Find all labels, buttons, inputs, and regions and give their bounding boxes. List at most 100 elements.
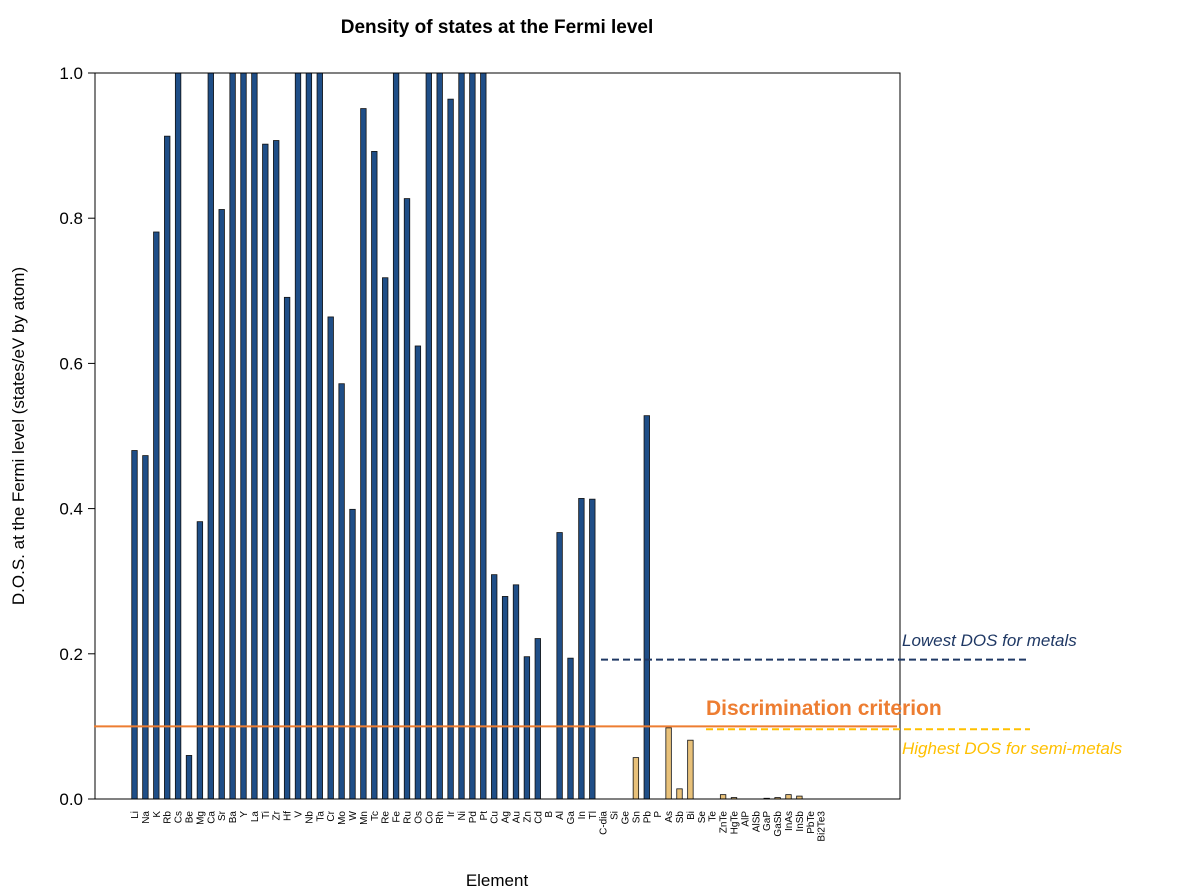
bar-mg — [196, 521, 204, 800]
bar-os — [414, 345, 422, 800]
x-tick-label: Ta — [315, 811, 326, 822]
bar-sn — [632, 757, 640, 800]
x-tick-label: GaP — [762, 811, 773, 831]
x-tick-label: Zr — [272, 810, 283, 820]
bar-la — [251, 72, 258, 800]
bar-fe — [392, 72, 400, 800]
discrimination-criterion-label: Discrimination criterion — [706, 697, 942, 720]
bar-na — [142, 455, 149, 800]
bar-cu — [491, 574, 498, 800]
bar-bi — [687, 739, 694, 800]
bars — [131, 72, 803, 800]
x-tick-label: InSb — [795, 811, 806, 832]
bar-hf — [283, 296, 291, 800]
bar-v — [294, 72, 302, 800]
x-tick-label: W — [348, 810, 359, 820]
x-tick-label: Sn — [631, 811, 642, 823]
x-tick-label: Sr — [217, 810, 228, 821]
y-tick-label: 0.0 — [59, 790, 83, 809]
x-tick-label: Ru — [403, 811, 414, 824]
chart-title: Density of states at the Fermi level — [341, 17, 654, 38]
x-tick-label: Mg — [195, 811, 206, 825]
bar-ru — [403, 198, 411, 800]
x-tick-label: Rh — [435, 811, 446, 824]
plot-frame — [94, 72, 901, 800]
x-tick-label: Se — [697, 811, 708, 824]
annotations: Lowest DOS for metals Discrimination crit… — [94, 631, 1123, 758]
x-tick-label: Ni — [457, 811, 468, 820]
x-tick-label: AlSb — [751, 811, 762, 833]
bar-ti — [262, 143, 269, 800]
x-tick-label: Ir — [446, 810, 457, 817]
x-tick-label: Re — [381, 811, 392, 824]
x-tick-label: Fe — [392, 811, 403, 823]
x-tick-label: Tc — [370, 811, 381, 821]
x-tick-label: Li — [130, 811, 141, 819]
x-tick-label: AlP — [740, 811, 751, 827]
bar-ir — [447, 98, 454, 800]
y-tick-label: 0.6 — [59, 354, 83, 373]
x-tick-label: Bi — [686, 811, 697, 820]
x-tick-label: In — [577, 811, 588, 819]
bar-cd — [534, 638, 541, 800]
x-tick-label: Nb — [304, 811, 315, 824]
bar-pb — [643, 415, 650, 800]
x-tick-label: Pb — [642, 811, 653, 824]
bar-as — [665, 727, 672, 800]
bar-sr — [218, 209, 225, 800]
bar-inas — [785, 794, 792, 800]
bar-zn — [523, 656, 531, 800]
x-tick-label: Be — [185, 811, 196, 824]
x-tick-label: Si — [610, 811, 621, 820]
bar-rb — [164, 135, 171, 800]
bar-zr — [273, 140, 280, 800]
bar-y — [240, 72, 247, 800]
x-tick-label: PbTe — [806, 811, 817, 834]
x-tick-label: Bi2Te3 — [817, 811, 828, 842]
bar-k — [153, 231, 160, 800]
x-tick-label: HgTe — [730, 811, 741, 835]
bar-ca — [207, 72, 214, 800]
x-tick-label: Pd — [468, 811, 479, 823]
bar-sb — [676, 788, 683, 800]
highest-semimetals-label: Highest DOS for semi-metals — [902, 739, 1123, 758]
x-tick-label: La — [250, 811, 261, 823]
y-tick-label: 0.2 — [59, 645, 83, 664]
bar-li — [131, 450, 138, 800]
y-tick-label: 0.8 — [59, 209, 83, 228]
bar-ta — [316, 72, 323, 800]
x-tick-label: Mo — [337, 811, 348, 825]
x-tick-label: Co — [424, 811, 435, 824]
x-tick-label: Cd — [533, 811, 544, 824]
y-tick-label: 1.0 — [59, 64, 83, 83]
x-tick-label: Os — [413, 811, 424, 824]
bar-w — [349, 508, 356, 800]
bar-mn — [360, 108, 367, 800]
x-tick-label: As — [664, 811, 675, 823]
bar-znte — [719, 794, 727, 800]
x-tick-label: InAs — [784, 811, 795, 831]
bar-au — [512, 584, 520, 800]
x-tick-label: Y — [239, 811, 250, 818]
bar-rh — [436, 72, 443, 800]
bar-pt — [480, 72, 487, 800]
x-tick-label: Sb — [675, 811, 686, 824]
bar-tc — [371, 151, 378, 800]
x-tick-label: Ti — [261, 811, 272, 819]
x-axis: Li Na K Rb Cs Be Mg Ca Sr Ba Y La Ti Zr Hf V Nb Ta Cr Mo W Mn… — [130, 810, 828, 841]
bar-ba — [229, 72, 236, 800]
bar-pd — [469, 72, 476, 800]
x-tick-label: Ag — [501, 811, 512, 823]
x-tick-label: Hf — [283, 811, 294, 821]
bar-ni — [458, 72, 465, 800]
x-tick-label: Au — [512, 811, 523, 823]
x-tick-label: ZnTe — [719, 811, 730, 834]
bar-co — [425, 72, 432, 800]
bar-mo — [338, 383, 345, 800]
x-tick-label: Na — [141, 811, 152, 824]
x-tick-label: Cu — [490, 811, 501, 824]
bar-be — [185, 755, 193, 800]
bar-cs — [174, 72, 182, 800]
x-tick-label: Cr — [326, 810, 337, 821]
